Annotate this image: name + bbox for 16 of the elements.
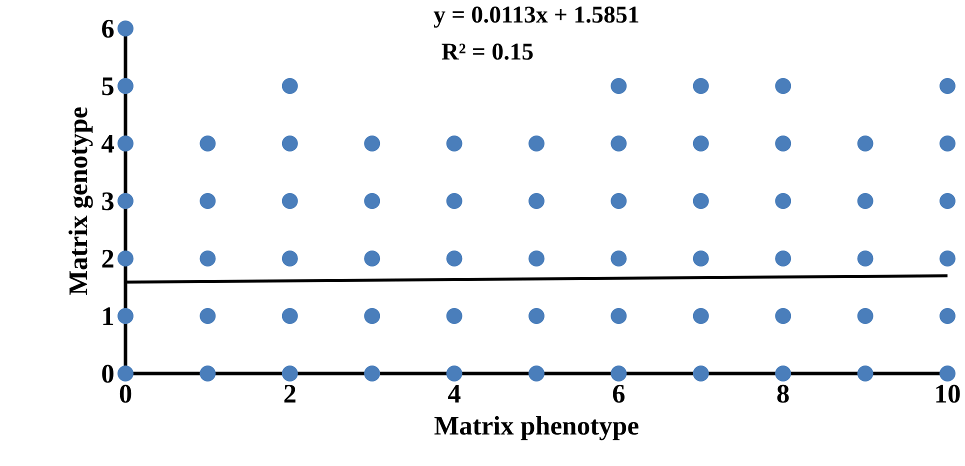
annotation: R² = 0.15: [441, 40, 534, 66]
y-tick-label: 3: [101, 186, 114, 216]
y-tick-label: 2: [101, 244, 114, 274]
x-tick-label: 10: [934, 378, 961, 408]
y-axis-title: Matrix genotype: [63, 106, 94, 296]
y-tick-label: 4: [101, 128, 114, 158]
y-tick-label: 0: [101, 358, 114, 388]
x-tick-label: 2: [283, 378, 297, 408]
annotation: y = 0.0113x + 1.5851: [433, 2, 640, 28]
x-tick-label: 6: [612, 378, 626, 408]
x-tick-label: 8: [776, 378, 790, 408]
y-tick-label: 5: [101, 71, 114, 101]
x-axis-title: Matrix phenotype: [434, 410, 640, 440]
x-tick-label: 4: [448, 378, 461, 408]
y-tick-label: 1: [101, 301, 114, 331]
y-tick-label: 6: [101, 14, 114, 44]
